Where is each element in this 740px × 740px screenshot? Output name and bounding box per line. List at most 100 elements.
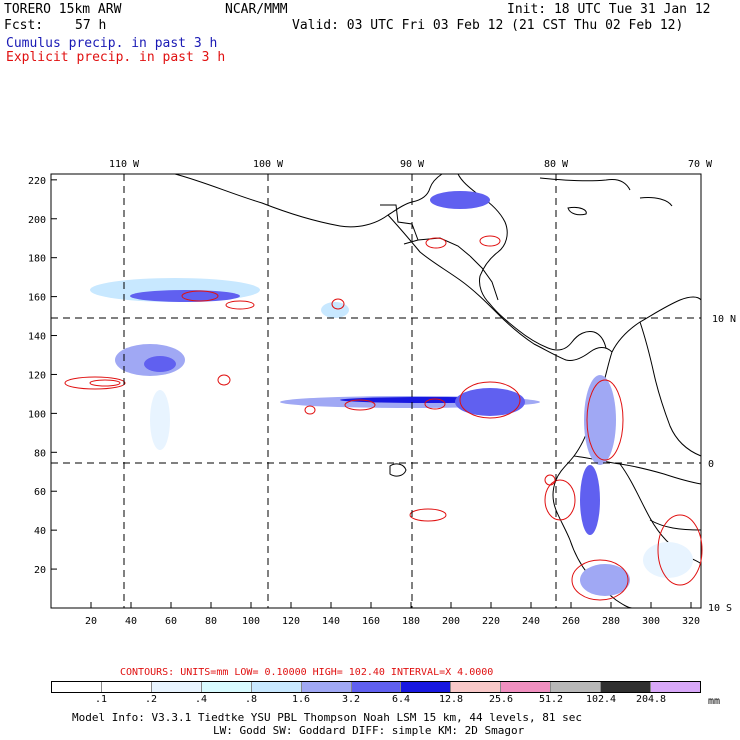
lon-label-70w: 70 W	[688, 159, 713, 170]
lon-label-100w: 100 W	[253, 159, 284, 170]
x-tick-label: 200	[442, 616, 460, 627]
x-axis-ticks: 20 40 60 80 100 120 140 160 180 200 220 240 260 280 30…	[85, 602, 700, 627]
y-tick-label: 100	[28, 409, 46, 420]
explicit-contour-peru-1	[571, 559, 629, 601]
cumulus-andes-north	[584, 375, 616, 465]
nicaragua-border	[469, 255, 499, 301]
colorbar-swatch	[550, 682, 601, 692]
x-tick-label: 40	[125, 616, 137, 627]
lon-label-90w: 90 W	[400, 159, 425, 170]
x-tick-label: 180	[402, 616, 420, 627]
x-tick-label: 80	[205, 616, 217, 627]
x-tick-label: 320	[682, 616, 700, 627]
explicit-contour-band-north	[181, 290, 219, 302]
x-tick-label: 280	[602, 616, 620, 627]
cumulus-south-east-light	[643, 542, 693, 578]
longitude-labels: 110 W 100 W 90 W 80 W 70 W	[109, 159, 713, 170]
explicit-contour-band-west	[225, 300, 255, 310]
y-axis-ticks: 220 200 180 160 140 120 100 80 60 40 20	[28, 176, 57, 576]
colorbar-swatch	[450, 682, 501, 692]
colombia-coast	[611, 296, 702, 353]
y-tick-label: 120	[28, 370, 46, 381]
colorbar-swatch	[300, 682, 351, 692]
colorbar	[51, 681, 701, 693]
colorbar-label: 102.4	[585, 694, 617, 705]
x-tick-label: 160	[362, 616, 380, 627]
colorbar-label: .2	[144, 694, 158, 705]
forecast-label: Fcst:	[4, 18, 44, 33]
colorbar-label: .1	[94, 694, 108, 705]
x-tick-label: 240	[522, 616, 540, 627]
forecast-hours: 57 h	[75, 18, 107, 33]
explicit-contour-itcz-3	[424, 398, 446, 410]
x-tick-label: 20	[85, 616, 97, 627]
x-tick-label: 100	[242, 616, 260, 627]
lat-lon-grid	[51, 174, 701, 608]
cumulus-patch	[321, 302, 349, 318]
valid-time: Valid: 03 UTC Fri 03 Feb 12 (21 CST Thu …	[292, 18, 684, 33]
cumulus-east-cluster	[455, 388, 525, 416]
x-tick-label: 300	[642, 616, 660, 627]
lon-label-80w: 80 W	[544, 159, 569, 170]
explicit-contour-galapagos	[409, 508, 447, 522]
model-info-line-2: LW: Godd SW: Goddard DIFF: simple KM: 2D…	[213, 724, 525, 737]
explicit-precip-label: Explicit precip. in past 3 h	[6, 50, 226, 65]
colorbar-swatch	[350, 682, 401, 692]
colorbar-label: 12.8	[438, 694, 464, 705]
colorbar-swatch	[52, 682, 101, 692]
colombia-venezuela-border	[639, 321, 702, 457]
explicit-contour-patch	[331, 298, 345, 310]
explicit-contour-peru-2	[657, 514, 703, 586]
x-tick-label: 60	[165, 616, 177, 627]
mexico-central-america-coast	[174, 173, 443, 228]
explicit-contour-ring	[217, 374, 231, 386]
cumulus-precip-label: Cumulus precip. in past 3 h	[6, 36, 218, 51]
explicit-precip-contours	[64, 235, 703, 601]
central-america-pacific-coast	[387, 214, 613, 361]
x-tick-label: 260	[562, 616, 580, 627]
explicit-contour-gulf-2	[479, 235, 501, 247]
cumulus-precip-areas	[90, 191, 693, 596]
jamaica-coast	[567, 207, 587, 216]
y-tick-label: 80	[34, 448, 46, 459]
colorbar-swatch	[150, 682, 201, 692]
lat-label-10n: 10 N	[712, 314, 736, 325]
lat-label-10s: 10 S	[708, 603, 732, 614]
colorbar-swatch	[250, 682, 301, 692]
colorbar-label: 51.2	[538, 694, 564, 705]
explicit-contour-itcz-2	[344, 399, 376, 411]
cumulus-cluster-left-core	[144, 356, 176, 372]
y-tick-label: 20	[34, 565, 46, 576]
colorbar-swatch	[400, 682, 451, 692]
colorbar-label: 25.6	[488, 694, 514, 705]
colorbar-label: .4	[194, 694, 208, 705]
galapagos	[389, 463, 407, 477]
colorbar-label: .8	[244, 694, 258, 705]
lat-label-0: 0	[708, 459, 714, 470]
y-tick-label: 140	[28, 332, 46, 343]
center-label: NCAR/MMM	[225, 2, 288, 17]
y-tick-label: 40	[34, 526, 46, 537]
model-info-line-1: Model Info: V3.3.1 Tiedtke YSU PBL Thomp…	[72, 711, 582, 724]
cumulus-andes-south	[580, 465, 600, 535]
colorbar-swatch	[650, 682, 700, 692]
explicit-contour-andes-1	[586, 379, 624, 461]
cumulus-south-west	[150, 390, 170, 450]
colorbar-label: 1.6	[291, 694, 311, 705]
yucatan-coast	[457, 173, 607, 351]
colorbar-labels: .1 .2 .4 .8 1.6 3.2 6.4 12.8 25.6 51.2 102.4 204.8	[51, 694, 701, 708]
hispaniola-coast	[639, 197, 673, 207]
colorbar-unit: mm	[708, 696, 721, 707]
colorbar-swatch	[500, 682, 551, 692]
y-tick-label: 200	[28, 215, 46, 226]
explicit-contour-west-inner	[89, 379, 121, 387]
explicit-contour-itcz-1	[304, 405, 316, 415]
colorbar-label: 6.4	[391, 694, 411, 705]
bolivia-border	[649, 519, 702, 531]
model-title: TORERO 15km ARW	[4, 2, 122, 17]
x-tick-label: 120	[282, 616, 300, 627]
y-tick-label: 160	[28, 293, 46, 304]
peru-brazil-border	[619, 463, 702, 565]
y-tick-label: 220	[28, 176, 46, 187]
